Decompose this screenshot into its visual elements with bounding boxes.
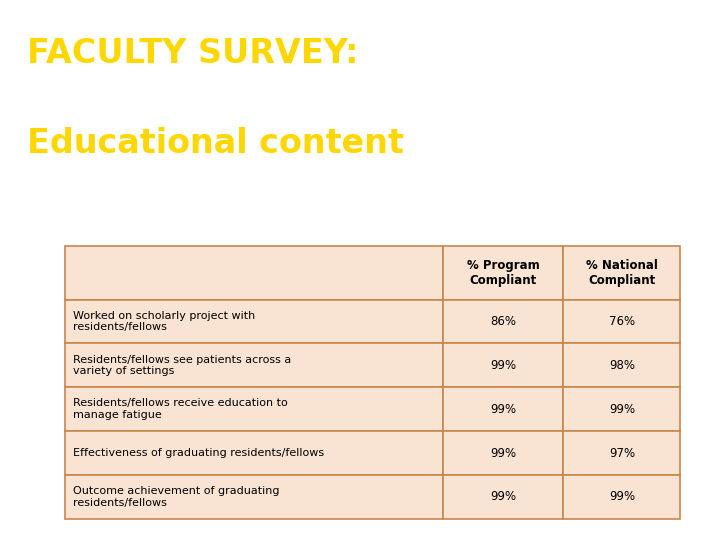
- Bar: [65, 431, 444, 475]
- Bar: [444, 300, 564, 343]
- Text: 99%: 99%: [490, 403, 516, 416]
- Bar: [564, 387, 680, 431]
- Bar: [564, 343, 680, 387]
- Text: 99%: 99%: [609, 490, 635, 503]
- Text: 99%: 99%: [609, 403, 635, 416]
- Text: 86%: 86%: [490, 315, 516, 328]
- Bar: [65, 246, 444, 300]
- Text: % National
Compliant: % National Compliant: [586, 259, 658, 287]
- Bar: [564, 246, 680, 300]
- Bar: [444, 343, 564, 387]
- Text: 98%: 98%: [609, 359, 635, 372]
- Bar: [564, 475, 680, 519]
- Bar: [65, 387, 444, 431]
- Text: Educational content: Educational content: [27, 127, 405, 160]
- Bar: [65, 475, 444, 519]
- Bar: [444, 387, 564, 431]
- Bar: [65, 343, 444, 387]
- Text: 99%: 99%: [490, 359, 516, 372]
- Bar: [444, 475, 564, 519]
- Text: 76%: 76%: [609, 315, 635, 328]
- Bar: [444, 246, 564, 300]
- Text: 97%: 97%: [609, 447, 635, 460]
- Text: 99%: 99%: [490, 490, 516, 503]
- Text: FACULTY SURVEY:: FACULTY SURVEY:: [27, 37, 359, 70]
- Bar: [564, 431, 680, 475]
- Bar: [444, 431, 564, 475]
- Bar: [65, 300, 444, 343]
- Text: 99%: 99%: [490, 447, 516, 460]
- Text: Worked on scholarly project with
residents/fellows: Worked on scholarly project with residen…: [73, 310, 256, 332]
- Text: Outcome achievement of graduating
residents/fellows: Outcome achievement of graduating reside…: [73, 486, 280, 508]
- Bar: [564, 300, 680, 343]
- Text: Residents/fellows receive education to
manage fatigue: Residents/fellows receive education to m…: [73, 399, 288, 420]
- Text: Residents/fellows see patients across a
variety of settings: Residents/fellows see patients across a …: [73, 354, 292, 376]
- Text: % Program
Compliant: % Program Compliant: [467, 259, 540, 287]
- Text: Effectiveness of graduating residents/fellows: Effectiveness of graduating residents/fe…: [73, 448, 325, 458]
